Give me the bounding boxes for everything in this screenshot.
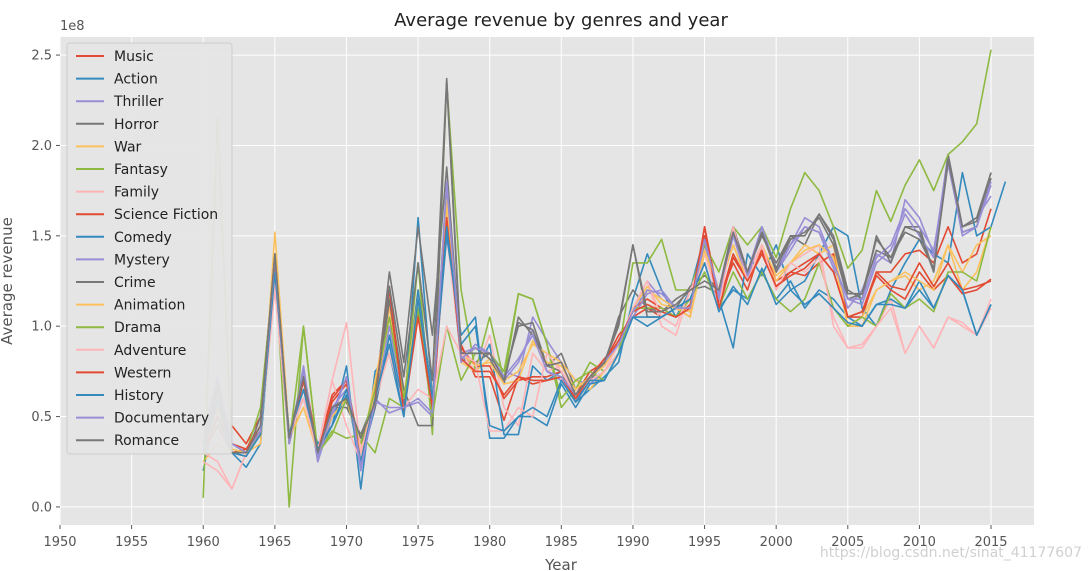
series-line-adventure: [202, 226, 992, 490]
legend-label: Action: [114, 72, 158, 88]
legend-label: Mystery: [114, 252, 170, 268]
legend-label: Family: [114, 185, 159, 201]
legend-label: Horror: [114, 117, 159, 133]
legend-label: Drama: [114, 320, 161, 336]
x-tick-label: 2015: [974, 535, 1007, 550]
legend-label: Thriller: [113, 94, 163, 110]
y-offset-text: 1e8: [60, 19, 85, 34]
x-tick-label: 1960: [187, 535, 220, 550]
legend-label: Music: [114, 49, 154, 65]
x-tick-label: 2005: [831, 535, 864, 550]
x-tick-label: 1965: [258, 535, 291, 550]
x-tick-label: 1950: [43, 535, 76, 550]
series-line-romance: [202, 77, 992, 454]
y-tick-label: 2.5: [31, 49, 52, 64]
legend-box: [66, 42, 233, 455]
series-lines: [202, 49, 1007, 508]
x-tick-label: 1975: [402, 535, 435, 550]
y-axis-ticks: 0.0 0.5 1.0 1.5 2.0 2.5: [31, 49, 60, 515]
legend-label: Comedy: [114, 230, 172, 246]
y-tick-label: 1.0: [31, 320, 52, 335]
y-axis-label: Average revenue: [0, 217, 16, 345]
x-axis-ticks: 1950 1955 1960 1965 1970 1975 1980 1985 1990 1995…: [43, 525, 1008, 550]
chart-title: Average revenue by genres and year: [394, 10, 728, 31]
legend-label: Documentary: [114, 411, 209, 427]
x-tick-label: 1995: [688, 535, 721, 550]
series-line-history: [202, 226, 992, 463]
x-tick-label: 2010: [903, 535, 936, 550]
legend-label: Romance: [114, 433, 179, 449]
y-tick-label: 0.5: [31, 410, 52, 425]
legend-label: Science Fiction: [114, 207, 218, 223]
y-tick-label: 2.0: [31, 139, 52, 154]
x-axis-label: Year: [544, 556, 578, 571]
legend-label: Adventure: [114, 343, 186, 359]
legend-label: Western: [114, 365, 171, 381]
legend-label: Fantasy: [114, 162, 168, 178]
y-tick-label: 0.0: [31, 500, 52, 515]
legend-label: Crime: [114, 275, 156, 291]
legend-label: War: [114, 139, 142, 155]
x-tick-label: 1970: [330, 535, 363, 550]
legend: Music Action Thriller Horror War Fantasy Famil…: [66, 42, 233, 455]
legend-label: Animation: [114, 298, 185, 314]
x-tick-label: 2000: [760, 535, 793, 550]
watermark-text: https://blog.csdn.net/sinat_41177607: [820, 545, 1082, 561]
y-tick-label: 1.5: [31, 229, 52, 244]
x-tick-label: 1985: [545, 535, 578, 550]
x-tick-label: 1980: [473, 535, 506, 550]
legend-items: Music Action Thriller Horror War Fantasy Famil…: [76, 49, 218, 449]
x-tick-label: 1990: [616, 535, 649, 550]
x-tick-label: 1955: [115, 535, 148, 550]
legend-label: History: [114, 388, 164, 404]
